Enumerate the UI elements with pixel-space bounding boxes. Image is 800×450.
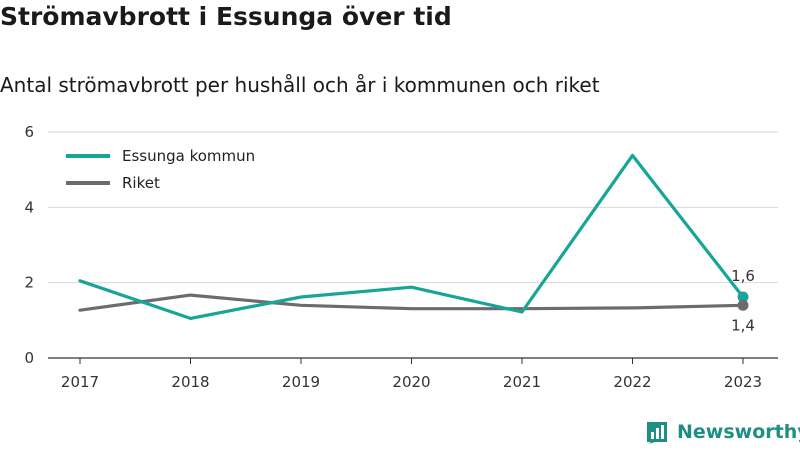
y-axis-ticks: 0 2 4 6 xyxy=(24,123,34,367)
x-tick-label: 2019 xyxy=(282,373,320,391)
y-tick-label: 2 xyxy=(24,274,34,292)
newsworthy-logo: Newsworthy xyxy=(645,420,800,444)
end-point-marker xyxy=(737,299,749,311)
chart-subtitle: Antal strömavbrott per hushåll och år i … xyxy=(0,73,600,97)
y-tick-label: 6 xyxy=(24,123,34,141)
x-tick-label: 2020 xyxy=(392,373,430,391)
legend-label: Essunga kommun xyxy=(122,147,255,165)
grid-lines xyxy=(48,131,778,284)
x-axis: 2017 2018 2019 2020 2021 2022 2023 xyxy=(48,357,778,391)
brand-name: Newsworthy xyxy=(677,421,800,443)
end-value-label: 1,6 xyxy=(731,267,755,285)
series-line-essunga-kommun xyxy=(78,153,745,320)
end-labels: 1,6 1,4 xyxy=(731,267,755,334)
end-point-marker xyxy=(737,291,749,303)
chart-title: Strömavbrott i Essunga över tid xyxy=(0,2,452,31)
x-tick-label: 2021 xyxy=(503,373,541,391)
x-tick-label: 2023 xyxy=(724,373,762,391)
series-lines xyxy=(78,153,749,320)
legend-label: Riket xyxy=(122,174,160,192)
end-value-label: 1,4 xyxy=(731,316,755,334)
y-tick-label: 0 xyxy=(24,349,34,367)
series-line-riket xyxy=(78,293,745,312)
x-tick-label: 2018 xyxy=(171,373,209,391)
newsworthy-icon xyxy=(647,422,667,444)
x-tick-label: 2022 xyxy=(613,373,651,391)
x-tick-label: 2017 xyxy=(61,373,99,391)
legend: Essunga kommun Riket xyxy=(66,147,255,192)
y-tick-label: 4 xyxy=(24,198,34,216)
